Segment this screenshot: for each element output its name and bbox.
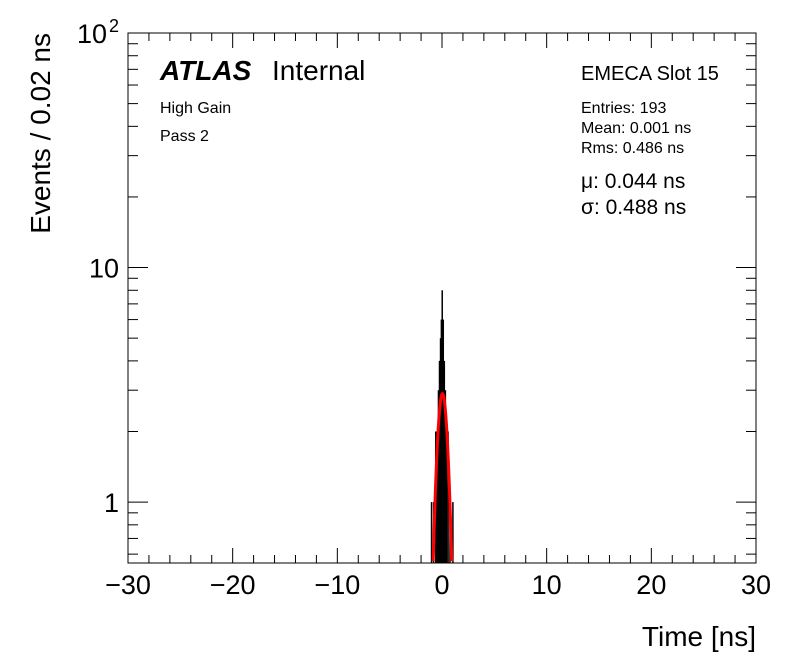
y-tick-label: 1 [104,488,119,518]
x-tick-label: −10 [314,570,360,600]
rms-stat: Rms: 0.486 ns [581,140,684,157]
y-tick-label-exponent: 2 [109,16,119,36]
y-tick-label: 10 [77,19,107,49]
gain-label: High Gain [160,100,231,117]
x-tick-label: −30 [105,570,151,600]
histogram-bar [437,390,440,563]
x-tick-label: 30 [741,570,771,600]
plot-frame [127,32,757,564]
x-tick-label: 10 [532,570,562,600]
atlas-label: ATLAS [159,55,252,86]
x-axis-title: Time [ns] [642,621,756,652]
entries-stat: Entries: 193 [581,100,666,117]
x-tick-label: −20 [210,570,256,600]
histogram-bar [445,431,448,563]
slot-label: EMECA Slot 15 [581,63,719,85]
histogram-bar [436,431,438,563]
histogram-bar [438,360,441,563]
mean-stat: Mean: 0.001 ns [581,120,691,137]
histogram-bar [439,338,442,563]
sigma-fit-stat: σ: 0.488 ns [581,196,686,219]
histogram-bar [440,319,443,563]
histogram-bar [444,390,447,563]
pass-label: Pass 2 [160,128,209,145]
mu-fit-stat: μ: 0.044 ns [581,170,685,193]
histogram-bar [443,360,446,563]
histogram-bar [447,431,449,563]
y-tick-label: 10 [89,254,119,284]
x-tick-label: 20 [636,570,666,600]
x-tick-labels: −30 −20 −10 0 10 20 30 [105,570,771,600]
x-tick-label: 0 [434,570,449,600]
internal-label: Internal [272,55,365,86]
histogram-bar [442,319,445,563]
histogram-bar [452,502,454,563]
gaussian-fit-curve [431,392,454,562]
y-axis-title: Events / 0.02 ns [25,33,56,234]
histogram-bar [441,290,443,563]
histogram-bar [430,502,433,563]
